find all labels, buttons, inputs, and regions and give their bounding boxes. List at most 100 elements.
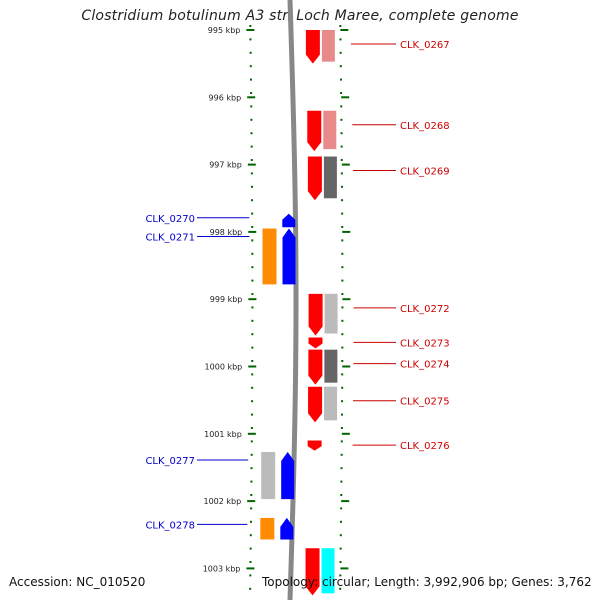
forward-gene-arrow (308, 293, 323, 336)
major-tick-left (246, 567, 255, 570)
major-tick-left (248, 365, 257, 368)
major-tick-left (247, 96, 256, 99)
major-tick-right (341, 432, 350, 435)
minor-tick-dot (250, 159, 253, 161)
gene-annotation-bar (262, 228, 277, 285)
minor-tick-dot (251, 306, 254, 309)
minor-tick-dot (340, 118, 343, 121)
minor-tick-dot (340, 92, 343, 94)
topology-text: Topology: circular; Length: 3,992,906 bp… (262, 575, 592, 589)
minor-tick-dot (251, 252, 254, 255)
map-title: Clostridium botulinum A3 str. Loch Maree… (81, 8, 519, 24)
minor-tick-dot (249, 520, 252, 523)
minor-tick-dot (249, 587, 252, 590)
minor-tick-dot (251, 199, 254, 202)
minor-tick-dot (249, 65, 252, 68)
minor-tick-dot (340, 440, 343, 443)
minor-tick-dot (339, 561, 342, 563)
scale-ticks: 995 kbp 996 kbp 997 kbp 998 kbp 999 kbp 1000 … (203, 26, 351, 573)
minor-tick-dot (341, 266, 344, 269)
minor-tick-dot (340, 453, 343, 456)
major-tick-left (247, 432, 256, 435)
major-tick-right (340, 29, 349, 31)
minor-tick-dot (249, 38, 252, 41)
minor-tick-dot (341, 360, 344, 362)
reverse-gene-arrow (282, 213, 296, 228)
tick-label: 997 kbp (209, 161, 242, 170)
minor-tick-dot (251, 279, 254, 282)
major-tick-right (342, 365, 351, 368)
minor-tick-dot (340, 413, 343, 416)
major-tick-left (248, 230, 257, 233)
minor-tick-dot (341, 279, 344, 282)
gene-annotation-bar (324, 386, 338, 421)
tick-label: 999 kbp (210, 295, 243, 304)
minor-tick-dot (341, 199, 344, 202)
gene-label: CLK_0268 (400, 121, 450, 132)
major-tick-right (340, 567, 349, 570)
minor-tick-dot (339, 534, 342, 537)
major-tick-right (342, 298, 351, 301)
minor-tick-dot (249, 78, 252, 81)
tick-label: 996 kbp (209, 93, 242, 102)
minor-tick-dot (341, 212, 344, 215)
minor-tick-dot (251, 319, 254, 322)
minor-tick-dot (250, 427, 253, 429)
minor-tick-dot (250, 467, 253, 470)
minor-tick-dot (339, 574, 342, 577)
gene-annotation-bar (260, 517, 275, 540)
gene-annotation-bar (323, 110, 337, 150)
minor-tick-dot (250, 453, 253, 456)
minor-tick-dot (341, 333, 344, 336)
reverse-gene-arrow (281, 451, 295, 500)
minor-tick-dot (339, 547, 342, 550)
minor-tick-dot (250, 480, 253, 483)
minor-tick-dot (251, 333, 254, 336)
major-tick-right (342, 230, 351, 233)
minor-tick-dot (251, 373, 254, 376)
gene-label: CLK_0273 (400, 338, 450, 349)
minor-tick-dot (251, 360, 254, 362)
minor-tick-dot (251, 226, 254, 228)
minor-tick-dot (251, 212, 254, 215)
minor-tick-dot (250, 105, 253, 108)
minor-tick-dot (339, 38, 342, 41)
minor-tick-dot (249, 51, 252, 54)
gene-annotation-bar (321, 548, 335, 594)
major-tick-left (248, 298, 257, 301)
major-tick-right (341, 500, 350, 503)
forward-gene-arrow (307, 440, 322, 451)
tick-label: 1002 kbp (203, 497, 241, 506)
major-tick-right (341, 96, 350, 99)
minor-tick-dot (250, 494, 253, 496)
minor-tick-dot (249, 547, 252, 550)
minor-tick-dot (250, 145, 253, 148)
forward-gene-arrow (308, 337, 323, 349)
minor-tick-dot (341, 306, 344, 309)
gene-annotation-bar (261, 451, 276, 500)
gene-annotation-bar (324, 293, 338, 334)
minor-tick-dot (339, 78, 342, 81)
gene-label: CLK_0269 (400, 167, 450, 178)
minor-tick-dot (341, 346, 344, 349)
forward-gene-arrow (307, 110, 322, 152)
gene-label: CLK_0276 (400, 441, 450, 452)
gene-label: CLK_0271 (145, 233, 195, 244)
minor-tick-dot (339, 51, 342, 54)
minor-tick-dot (340, 494, 343, 496)
forward-gene-arrow (308, 386, 323, 423)
minor-tick-dot (250, 507, 253, 510)
minor-tick-dot (341, 239, 344, 242)
minor-tick-dot (340, 145, 343, 148)
minor-tick-dot (251, 239, 254, 242)
minor-tick-dot (250, 132, 253, 135)
minor-tick-dot (250, 92, 253, 94)
tick-label: 1003 kbp (203, 564, 241, 573)
major-tick-left (246, 29, 255, 31)
gene-label: CLK_0275 (400, 397, 450, 408)
gene-label: CLK_0277 (145, 456, 195, 467)
minor-tick-dot (340, 480, 343, 483)
accession-text: Accession: NC_010520 (9, 575, 146, 589)
minor-tick-dot (341, 226, 344, 228)
forward-gene-arrow (305, 548, 320, 596)
